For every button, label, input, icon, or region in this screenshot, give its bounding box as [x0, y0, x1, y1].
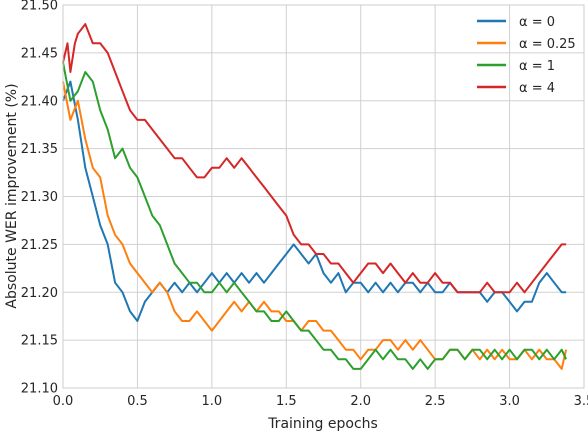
x-tick-label: 0.5 [127, 394, 148, 409]
y-tick-label: 21.15 [21, 334, 58, 349]
legend-label: α = 0 [519, 15, 555, 30]
y-axis-label: Absolute WER improvement (%) [4, 83, 20, 308]
x-tick-label: 1.5 [276, 394, 297, 409]
y-tick-label: 21.50 [21, 0, 58, 14]
y-tick-labels: 21.10 21.15 21.20 21.25 21.30 21.35 21.40 21.45… [21, 0, 58, 397]
plot-frame [62, 4, 585, 389]
legend-label: α = 4 [519, 81, 555, 96]
x-tick-label: 2.0 [350, 394, 371, 409]
x-tick-labels: 0.0 0.5 1.0 1.5 2.0 2.5 3.0 3.5 [53, 394, 588, 409]
y-tick-label: 21.25 [21, 238, 58, 253]
legend-label: α = 1 [519, 59, 555, 74]
y-tick-label: 21.40 [21, 94, 58, 109]
y-tick-label: 21.30 [21, 190, 58, 205]
x-tick-label: 1.0 [202, 394, 223, 409]
x-tick-label: 3.5 [574, 394, 588, 409]
y-tick-label: 21.10 [21, 382, 58, 397]
series-lines [62, 23, 568, 370]
x-tick-label: 2.5 [425, 394, 446, 409]
legend-label: α = 0.25 [519, 37, 576, 52]
legend: α = 0 α = 0.25 α = 1 α = 4 [477, 15, 576, 96]
x-tick-label: 3.0 [499, 394, 520, 409]
series-line-3 [62, 23, 567, 294]
y-tick-label: 21.45 [21, 46, 58, 61]
y-tick-label: 21.35 [21, 142, 58, 157]
x-axis-label: Training epochs [267, 416, 378, 432]
series-line-1 [62, 81, 568, 370]
x-tick-label: 0.0 [53, 394, 74, 409]
y-tick-label: 21.20 [21, 286, 58, 301]
series-line-2 [62, 62, 568, 370]
